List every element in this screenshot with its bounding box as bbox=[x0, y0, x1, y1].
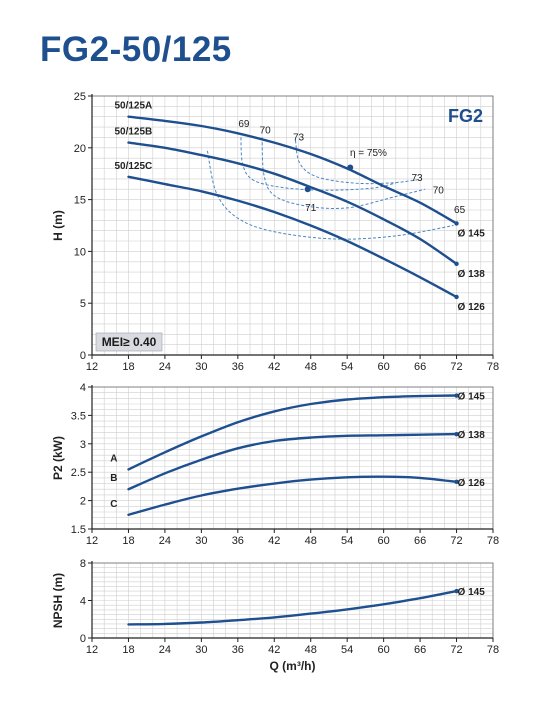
npsh-x-tick-label: 72 bbox=[450, 644, 462, 656]
npsh-x-tick-label: 30 bbox=[195, 644, 207, 656]
npsh-series-end-label-1: Ø 145 bbox=[458, 587, 486, 598]
power-x-tick-label: 36 bbox=[232, 535, 244, 547]
efficiency-label-8: 71 bbox=[305, 203, 317, 214]
head-x-tick-label: 48 bbox=[305, 361, 317, 373]
power-x-tick-label: 30 bbox=[195, 535, 207, 547]
power-x-tick-label: 24 bbox=[159, 535, 171, 547]
power-y-tick-label: 3 bbox=[80, 439, 86, 451]
power-y-tick-label: 3.5 bbox=[71, 410, 86, 422]
head-series-end-point-2 bbox=[454, 262, 458, 266]
series-family-label: FG2 bbox=[448, 106, 483, 126]
power-x-tick-label: 12 bbox=[86, 535, 98, 547]
power-x-tick-label: 78 bbox=[487, 535, 499, 547]
head-x-tick-label: 54 bbox=[341, 361, 353, 373]
npsh-x-tick-label: 42 bbox=[268, 644, 280, 656]
head-series-end-label-1: Ø 145 bbox=[458, 228, 486, 239]
power-x-tick-label: 72 bbox=[450, 535, 462, 547]
npsh-x-tick-label: 24 bbox=[159, 644, 171, 656]
power-y-axis-label: P2 (kW) bbox=[51, 436, 65, 480]
npsh-x-tick-label: 66 bbox=[414, 644, 426, 656]
power-x-tick-label: 48 bbox=[305, 535, 317, 547]
efficiency-label-7: 65 bbox=[454, 205, 466, 216]
npsh-x-axis-label: Q (m³/h) bbox=[270, 659, 316, 673]
head-x-tick-label: 18 bbox=[122, 361, 134, 373]
power-series-end-label-1: Ø 145 bbox=[458, 392, 486, 403]
power-x-tick-label: 42 bbox=[268, 535, 280, 547]
npsh-y-tick-label: 4 bbox=[80, 596, 86, 608]
head-series-name-1: 50/125A bbox=[114, 101, 152, 112]
efficiency-label-6: 70 bbox=[433, 185, 445, 196]
head-series-end-point-3 bbox=[454, 295, 458, 299]
power-x-tick-label: 66 bbox=[414, 535, 426, 547]
power-series-name-2: B bbox=[110, 473, 117, 484]
head-x-tick-label: 42 bbox=[268, 361, 280, 373]
head-y-axis-label: H (m) bbox=[51, 210, 65, 241]
head-y-tick-label: 20 bbox=[74, 143, 86, 155]
power-y-tick-label: 2 bbox=[80, 496, 86, 508]
head-y-tick-label: 25 bbox=[74, 91, 86, 103]
efficiency-label-4: η = 75% bbox=[350, 148, 387, 159]
head-x-tick-label: 12 bbox=[86, 361, 98, 373]
head-y-tick-label: 10 bbox=[74, 246, 86, 258]
head-y-tick-label: 15 bbox=[74, 195, 86, 207]
power-series-name-3: C bbox=[110, 499, 117, 510]
npsh-x-tick-label: 54 bbox=[341, 644, 353, 656]
efficiency-label-1: 69 bbox=[238, 119, 250, 130]
npsh-x-tick-label: 36 bbox=[232, 644, 244, 656]
npsh-x-tick-label: 48 bbox=[305, 644, 317, 656]
power-y-tick-label: 1.5 bbox=[71, 524, 86, 536]
power-y-tick-label: 4 bbox=[80, 382, 86, 394]
head-x-tick-label: 60 bbox=[378, 361, 390, 373]
head-x-tick-label: 78 bbox=[487, 361, 499, 373]
head-x-tick-label: 24 bbox=[159, 361, 171, 373]
head-series-end-label-3: Ø 126 bbox=[458, 302, 486, 313]
power-series-name-1: A bbox=[110, 453, 117, 464]
head-series-name-2: 50/125B bbox=[114, 127, 152, 138]
power-series-end-label-2: Ø 138 bbox=[458, 430, 486, 441]
power-x-tick-label: 60 bbox=[378, 535, 390, 547]
npsh-x-tick-label: 78 bbox=[487, 644, 499, 656]
efficiency-point-1 bbox=[347, 164, 353, 170]
efficiency-point-2 bbox=[305, 186, 311, 192]
head-x-tick-label: 36 bbox=[232, 361, 244, 373]
npsh-x-tick-label: 18 bbox=[122, 644, 134, 656]
npsh-x-tick-label: 60 bbox=[378, 644, 390, 656]
head-series-end-point-1 bbox=[454, 221, 458, 225]
head-x-tick-label: 30 bbox=[195, 361, 207, 373]
efficiency-label-3: 73 bbox=[293, 133, 305, 144]
head-x-tick-label: 66 bbox=[414, 361, 426, 373]
head-y-tick-label: 0 bbox=[80, 350, 86, 362]
npsh-y-tick-label: 0 bbox=[80, 633, 86, 645]
efficiency-label-2: 70 bbox=[260, 125, 272, 136]
head-x-tick-label: 72 bbox=[450, 361, 462, 373]
npsh-x-tick-label: 12 bbox=[86, 644, 98, 656]
power-x-tick-label: 18 bbox=[122, 535, 134, 547]
efficiency-label-5: 73 bbox=[411, 173, 423, 184]
npsh-y-tick-label: 8 bbox=[80, 558, 86, 570]
npsh-y-axis-label: NPSH (m) bbox=[51, 573, 65, 628]
head-series-end-label-2: Ø 138 bbox=[458, 269, 486, 280]
head-y-tick-label: 5 bbox=[80, 298, 86, 310]
mei-badge-label: MEI≥ 0.40 bbox=[102, 335, 157, 349]
power-y-tick-label: 2.5 bbox=[71, 467, 86, 479]
head-series-name-3: 50/125C bbox=[114, 161, 152, 172]
power-series-end-label-3: Ø 126 bbox=[458, 478, 486, 489]
power-x-tick-label: 54 bbox=[341, 535, 353, 547]
